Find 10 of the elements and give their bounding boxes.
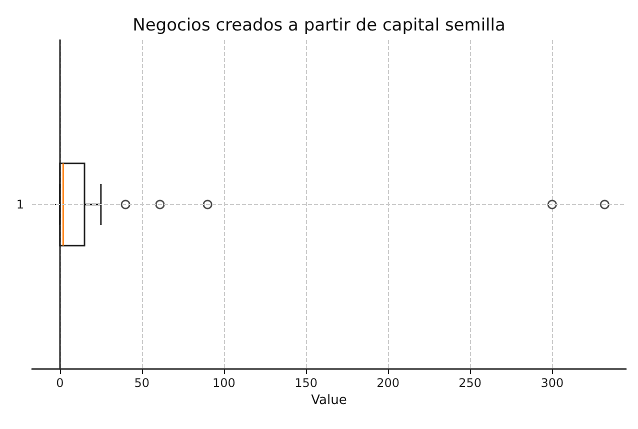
x-tick-label: 250 (458, 376, 482, 390)
x-tick-label: 150 (294, 376, 318, 390)
chart-title: Negocios creados a partir de capital semilla (132, 16, 506, 36)
x-tick-label: 300 (540, 376, 564, 390)
x-axis-title: Value (311, 392, 347, 408)
x-tick-label: 200 (376, 376, 400, 390)
y-tick-label: 1 (16, 198, 24, 212)
x-tick-label: 50 (134, 376, 150, 390)
x-tick-label: 100 (212, 376, 236, 390)
x-tick-label: 0 (56, 376, 64, 390)
